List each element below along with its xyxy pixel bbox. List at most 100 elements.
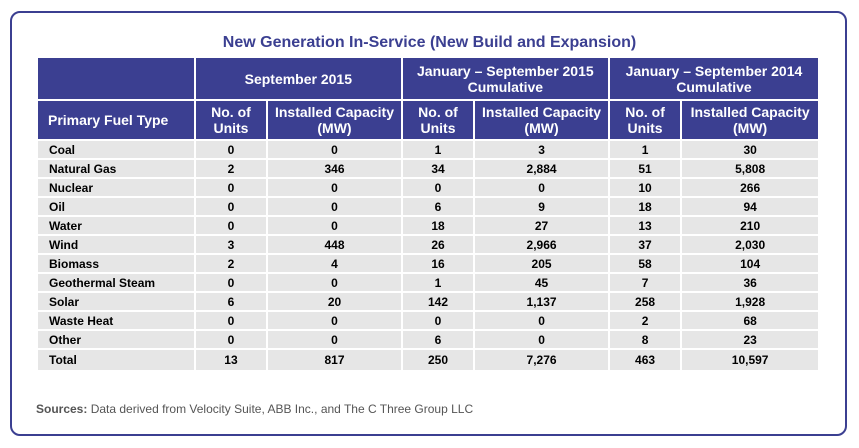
ytd2015-capacity-cell: 0 — [475, 331, 608, 348]
header-blank — [38, 58, 194, 99]
ytd2014-capacity-cell: 68 — [682, 312, 818, 329]
sep2015-capacity-cell: 20 — [268, 293, 401, 310]
sep2015-capacity-cell: 4 — [268, 255, 401, 272]
ytd2015-units-cell: 1 — [402, 274, 474, 291]
ytd2014-capacity-cell: 1,928 — [682, 293, 818, 310]
ytd2015-capacity-cell: 3 — [475, 141, 608, 158]
ytd2015-capacity-cell: 205 — [475, 255, 608, 272]
sep2015-capacity-cell: 0 — [268, 331, 401, 348]
ytd2014-units-cell: 58 — [609, 255, 681, 272]
sep2015-capacity-cell: 0 — [268, 312, 401, 329]
ytd2014-units-cell: 7 — [609, 274, 681, 291]
sep2015-capacity-cell: 0 — [268, 141, 401, 158]
ytd2015-capacity-cell: 0 — [475, 312, 608, 329]
sep2015-capacity-cell: 0 — [268, 274, 401, 291]
table-row: Other 0 0 6 0 8 23 — [38, 331, 818, 348]
ytd2015-capacity-cell: 2,884 — [475, 160, 608, 177]
ytd2015-capacity-cell: 9 — [475, 198, 608, 215]
sep2015-units-cell: 0 — [195, 179, 267, 196]
sources-text: Data derived from Velocity Suite, ABB In… — [90, 402, 474, 416]
table-row: Geothermal Steam 0 0 1 45 7 36 — [38, 274, 818, 291]
ytd2014-units-cell: 51 — [609, 160, 681, 177]
header-group-ytd-2015: January – September 2015 Cumulative — [402, 58, 608, 99]
header-fuel-type: Primary Fuel Type — [38, 101, 194, 139]
ytd2015-units-cell: 1 — [402, 141, 474, 158]
sep2015-capacity-cell: 0 — [268, 198, 401, 215]
fuel-type-cell: Other — [38, 331, 194, 348]
ytd2014-capacity-cell: 36 — [682, 274, 818, 291]
ytd2014-units-cell: 10 — [609, 179, 681, 196]
sep2015-units-cell: 0 — [195, 274, 267, 291]
fuel-type-cell: Natural Gas — [38, 160, 194, 177]
sep2015-units-cell: 0 — [195, 141, 267, 158]
sources-label: Sources: — [36, 402, 88, 416]
table-row: Biomass 2 4 16 205 58 104 — [38, 255, 818, 272]
ytd2015-units-cell: 0 — [402, 179, 474, 196]
sep2015-capacity-cell: 817 — [268, 350, 401, 370]
table-row-total: Total 13 817 250 7,276 463 10,597 — [38, 350, 818, 370]
table-row: Solar 6 20 142 1,137 258 1,928 — [38, 293, 818, 310]
fuel-type-cell: Geothermal Steam — [38, 274, 194, 291]
sep2015-units-cell: 2 — [195, 160, 267, 177]
fuel-type-cell: Solar — [38, 293, 194, 310]
sources-note: Sources: Data derived from Velocity Suit… — [36, 402, 473, 416]
header-capacity: Installed Capacity (MW) — [682, 101, 818, 139]
generation-table: September 2015 January – September 2015 … — [36, 56, 820, 372]
fuel-type-cell: Coal — [38, 141, 194, 158]
ytd2015-capacity-cell: 1,137 — [475, 293, 608, 310]
header-capacity: Installed Capacity (MW) — [475, 101, 608, 139]
sep2015-units-cell: 0 — [195, 217, 267, 234]
header-units: No. of Units — [402, 101, 474, 139]
sep2015-units-cell: 2 — [195, 255, 267, 272]
sep2015-units-cell: 0 — [195, 198, 267, 215]
ytd2014-units-cell: 2 — [609, 312, 681, 329]
header-units: No. of Units — [195, 101, 267, 139]
ytd2014-capacity-cell: 210 — [682, 217, 818, 234]
ytd2014-capacity-cell: 104 — [682, 255, 818, 272]
ytd2015-units-cell: 16 — [402, 255, 474, 272]
ytd2014-units-cell: 37 — [609, 236, 681, 253]
header-units: No. of Units — [609, 101, 681, 139]
sep2015-capacity-cell: 0 — [268, 179, 401, 196]
ytd2014-capacity-cell: 94 — [682, 198, 818, 215]
ytd2014-units-cell: 13 — [609, 217, 681, 234]
sep2015-capacity-cell: 346 — [268, 160, 401, 177]
ytd2014-units-cell: 1 — [609, 141, 681, 158]
table-row: Natural Gas 2 346 34 2,884 51 5,808 — [38, 160, 818, 177]
ytd2015-capacity-cell: 7,276 — [475, 350, 608, 370]
header-group-sep-2015: September 2015 — [195, 58, 401, 99]
ytd2015-units-cell: 6 — [402, 331, 474, 348]
ytd2015-units-cell: 142 — [402, 293, 474, 310]
ytd2015-units-cell: 26 — [402, 236, 474, 253]
fuel-type-cell: Biomass — [38, 255, 194, 272]
table-row: Waste Heat 0 0 0 0 2 68 — [38, 312, 818, 329]
fuel-type-cell: Water — [38, 217, 194, 234]
ytd2015-capacity-cell: 45 — [475, 274, 608, 291]
ytd2014-capacity-cell: 10,597 — [682, 350, 818, 370]
fuel-type-cell: Nuclear — [38, 179, 194, 196]
ytd2014-capacity-cell: 30 — [682, 141, 818, 158]
sep2015-units-cell: 0 — [195, 312, 267, 329]
ytd2015-capacity-cell: 0 — [475, 179, 608, 196]
ytd2014-capacity-cell: 23 — [682, 331, 818, 348]
ytd2014-units-cell: 8 — [609, 331, 681, 348]
ytd2015-units-cell: 250 — [402, 350, 474, 370]
sep2015-units-cell: 6 — [195, 293, 267, 310]
ytd2015-units-cell: 34 — [402, 160, 474, 177]
ytd2014-capacity-cell: 266 — [682, 179, 818, 196]
table-row: Nuclear 0 0 0 0 10 266 — [38, 179, 818, 196]
ytd2015-capacity-cell: 27 — [475, 217, 608, 234]
table-body: Coal 0 0 1 3 1 30 Natural Gas 2 346 34 2,884 51 5,808… — [38, 141, 818, 370]
ytd2015-units-cell: 6 — [402, 198, 474, 215]
ytd2014-capacity-cell: 2,030 — [682, 236, 818, 253]
table-row: Water 0 0 18 27 13 210 — [38, 217, 818, 234]
sep2015-capacity-cell: 0 — [268, 217, 401, 234]
sep2015-units-cell: 13 — [195, 350, 267, 370]
header-capacity: Installed Capacity (MW) — [268, 101, 401, 139]
fuel-type-cell: Waste Heat — [38, 312, 194, 329]
table-row: Oil 0 0 6 9 18 94 — [38, 198, 818, 215]
table-row: Coal 0 0 1 3 1 30 — [38, 141, 818, 158]
ytd2015-units-cell: 0 — [402, 312, 474, 329]
ytd2014-units-cell: 463 — [609, 350, 681, 370]
ytd2014-units-cell: 18 — [609, 198, 681, 215]
